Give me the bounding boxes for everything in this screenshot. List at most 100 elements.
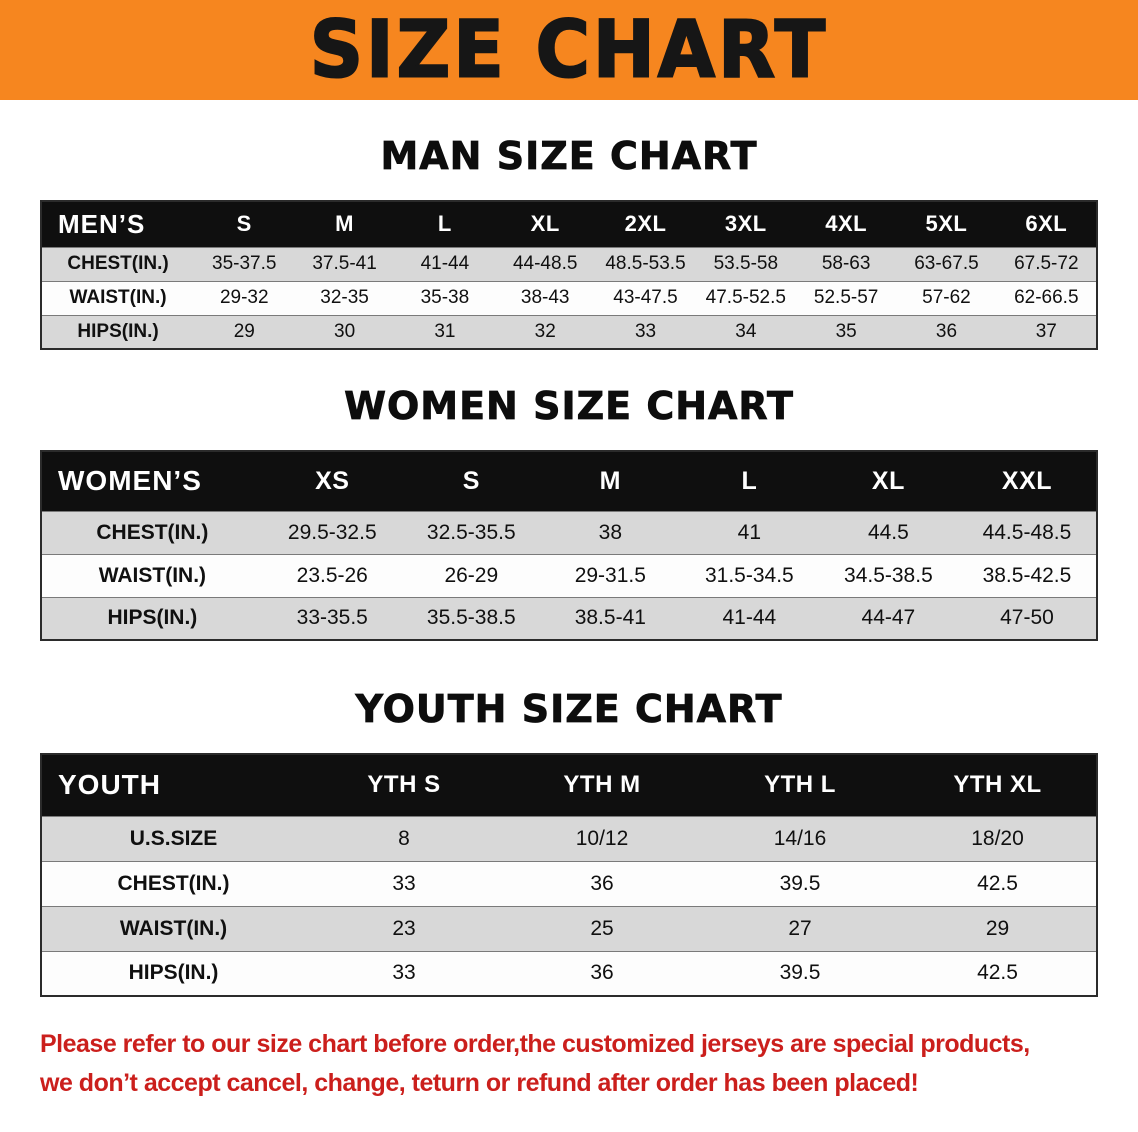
youth-size-section: YOUTH SIZE CHART YOUTH YTH S YTH M YTH L YTH… (0, 687, 1138, 997)
row-label: HIPS(IN.) (41, 314, 195, 349)
size-value: 42.5 (899, 950, 1097, 996)
row-label: WAIST(IN.) (41, 553, 263, 597)
size-value: 33-35.5 (262, 596, 402, 640)
size-value: 34 (695, 314, 796, 349)
size-value: 23 (305, 905, 503, 951)
size-column-header: M (540, 451, 680, 511)
size-value: 25 (503, 905, 701, 951)
size-column-header: XL (818, 451, 958, 511)
size-value: 42.5 (899, 860, 1097, 906)
footer-note: Please refer to our size chart before or… (40, 1025, 1138, 1103)
table-row: CHEST(IN.) 29.5-32.5 32.5-35.5 38 41 44.5 44.5… (41, 510, 1097, 554)
size-column-header: L (394, 201, 496, 247)
size-value: 67.5-72 (996, 246, 1097, 281)
size-value: 31 (394, 314, 496, 349)
size-value: 29 (194, 314, 295, 349)
size-column-header: YTH XL (899, 754, 1097, 816)
size-value: 29 (899, 905, 1097, 951)
row-label: WAIST(IN.) (41, 905, 305, 951)
youth-size-table: YOUTH YTH S YTH M YTH L YTH XL U.S.SIZE 8 10/12… (40, 753, 1098, 997)
size-value: 44.5 (818, 510, 958, 554)
size-value: 57-62 (896, 280, 997, 315)
size-value: 43-47.5 (595, 280, 696, 315)
size-value: 39.5 (701, 950, 899, 996)
women-size-table: WOMEN’S XS S M L XL XXL CHEST(IN.) 29.5-32.5 32.5… (40, 450, 1098, 641)
size-value: 39.5 (701, 860, 899, 906)
size-column-header: YTH M (503, 754, 701, 816)
size-column-header: S (401, 451, 541, 511)
size-value: 44-48.5 (495, 246, 596, 281)
size-value: 63-67.5 (896, 246, 997, 281)
size-value: 8 (305, 815, 503, 861)
women-section-heading: WOMEN SIZE CHART (344, 384, 794, 429)
size-value: 31.5-34.5 (679, 553, 819, 597)
row-label: HIPS(IN.) (41, 596, 263, 640)
size-value: 32-35 (294, 280, 395, 315)
size-column-header: 6XL (996, 201, 1097, 247)
table-row: HIPS(IN.) 33 36 39.5 42.5 (41, 950, 1097, 996)
size-column-header: YTH L (701, 754, 899, 816)
table-row: CHEST(IN.) 33 36 39.5 42.5 (41, 860, 1097, 906)
size-value: 14/16 (701, 815, 899, 861)
size-value: 41-44 (679, 596, 819, 640)
size-value: 32.5-35.5 (401, 510, 541, 554)
header-row: YOUTH YTH S YTH M YTH L YTH XL (41, 754, 1097, 816)
table-row: HIPS(IN.) 33-35.5 35.5-38.5 38.5-41 41-44 44-… (41, 596, 1097, 640)
banner: SIZE CHART (0, 0, 1138, 100)
size-value: 35 (795, 314, 897, 349)
size-value: 36 (503, 950, 701, 996)
women-size-section: WOMEN SIZE CHART WOMEN’S XS S M L XL XXL CHEST(… (0, 384, 1138, 641)
size-value: 33 (305, 950, 503, 996)
size-column-header: 5XL (896, 201, 997, 247)
size-value: 47.5-52.5 (695, 280, 796, 315)
size-value: 27 (701, 905, 899, 951)
table-title-cell: WOMEN’S (41, 451, 263, 511)
size-value: 35.5-38.5 (401, 596, 541, 640)
size-value: 36 (896, 314, 997, 349)
size-value: 44-47 (818, 596, 958, 640)
table-row: CHEST(IN.) 35-37.5 37.5-41 41-44 44-48.5 48.5… (41, 246, 1097, 281)
header-row: MEN’S S M L XL 2XL 3XL 4XL 5XL 6XL (41, 201, 1097, 247)
size-value: 38.5-42.5 (957, 553, 1097, 597)
size-column-header: XXL (957, 451, 1097, 511)
size-column-header: S (194, 201, 295, 247)
size-value: 37.5-41 (294, 246, 395, 281)
footer-note-line2: we don’t accept cancel, change, teturn o… (40, 1068, 919, 1097)
size-column-header: L (679, 451, 819, 511)
size-value: 41-44 (394, 246, 496, 281)
size-value: 52.5-57 (795, 280, 897, 315)
size-column-header: XS (262, 451, 402, 511)
size-value: 48.5-53.5 (595, 246, 696, 281)
table-row: WAIST(IN.) 23.5-26 26-29 29-31.5 31.5-34.5 34… (41, 553, 1097, 597)
size-value: 32 (495, 314, 596, 349)
size-column-header: XL (495, 201, 596, 247)
footer-note-line1: Please refer to our size chart before or… (40, 1030, 1030, 1058)
size-value: 18/20 (899, 815, 1097, 861)
page-title: SIZE CHART (309, 3, 829, 96)
size-value: 35-38 (394, 280, 496, 315)
row-label: CHEST(IN.) (41, 510, 263, 554)
row-label: CHEST(IN.) (41, 860, 305, 906)
size-value: 33 (595, 314, 696, 349)
table-row: U.S.SIZE 8 10/12 14/16 18/20 (41, 815, 1097, 861)
size-column-header: 2XL (595, 201, 696, 247)
row-label: HIPS(IN.) (41, 950, 305, 996)
size-value: 10/12 (503, 815, 701, 861)
row-label: CHEST(IN.) (41, 246, 195, 281)
size-value: 47-50 (957, 596, 1097, 640)
size-value: 29.5-32.5 (262, 510, 402, 554)
size-value: 36 (503, 860, 701, 906)
size-value: 41 (679, 510, 819, 554)
size-value: 38-43 (495, 280, 596, 315)
size-value: 37 (996, 314, 1097, 349)
table-row: WAIST(IN.) 29-32 32-35 35-38 38-43 43-47.5 47.… (41, 280, 1097, 315)
size-value: 62-66.5 (996, 280, 1097, 315)
table-title-cell: YOUTH (41, 754, 305, 816)
size-value: 38.5-41 (540, 596, 680, 640)
size-value: 26-29 (401, 553, 541, 597)
row-label: U.S.SIZE (41, 815, 305, 861)
header-row: WOMEN’S XS S M L XL XXL (41, 451, 1097, 511)
size-value: 29-31.5 (540, 553, 680, 597)
size-column-header: 3XL (695, 201, 796, 247)
size-value: 30 (294, 314, 395, 349)
